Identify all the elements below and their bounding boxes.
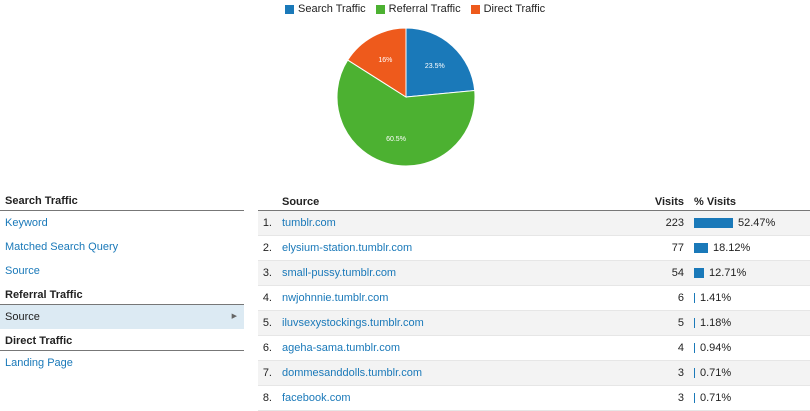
visits-value: 54 — [614, 260, 684, 286]
column-header-visits[interactable]: Visits — [614, 193, 684, 211]
pie-slice-referral[interactable] — [336, 59, 476, 167]
pie-slice-label: 60.5% — [386, 136, 406, 143]
source-link[interactable]: tumblr.com — [282, 217, 336, 229]
pct-visits-cell: 1.41% — [694, 292, 810, 304]
pct-visits-cell: 18.12% — [694, 242, 810, 254]
legend-item-referral: Referral Traffic — [375, 3, 461, 15]
visits-value: 6 — [614, 285, 684, 311]
pct-visits-bar — [694, 318, 695, 328]
referral-source-table: Source Visits % Visits 1. tumblr.com 223 52… — [258, 193, 810, 411]
table-row: 7. dommesanddolls.tumblr.com 3 0.71% — [258, 360, 810, 386]
sidebar-item-keyword[interactable]: Keyword — [5, 217, 48, 229]
source-link[interactable]: iluvsexystockings.tumblr.com — [282, 317, 424, 329]
column-header-pct-visits[interactable]: % Visits — [684, 193, 810, 211]
table-row: 8. facebook.com 3 0.71% — [258, 385, 810, 411]
row-index: 5. — [262, 317, 272, 329]
sidebar-group-title: Referral Traffic — [0, 287, 244, 305]
pct-visits-value: 1.41% — [700, 292, 732, 304]
table-row: 1. tumblr.com 223 52.47% — [258, 210, 810, 236]
visits-value: 223 — [614, 210, 684, 236]
column-header-source[interactable]: Source — [282, 193, 614, 211]
pct-visits-value: 0.71% — [700, 367, 732, 379]
legend-label: Direct Traffic — [483, 3, 546, 15]
pct-visits-value: 0.94% — [700, 342, 732, 354]
legend-label: Search Traffic — [298, 3, 366, 15]
sidebar-item-landing-page[interactable]: Landing Page — [5, 357, 73, 369]
chevron-right-icon: ▶ — [231, 313, 237, 320]
pct-visits-value: 1.18% — [700, 317, 732, 329]
visits-value: 3 — [614, 385, 684, 411]
source-link[interactable]: small-pussy.tumblr.com — [282, 267, 397, 279]
pie-slice-direct[interactable] — [347, 27, 407, 98]
source-link[interactable]: dommesanddolls.tumblr.com — [282, 367, 423, 379]
pct-visits-bar — [694, 368, 695, 378]
pct-visits-bar — [694, 243, 708, 253]
pct-visits-value: 12.71% — [709, 267, 747, 279]
row-index: 8. — [262, 392, 272, 404]
legend-swatch — [375, 4, 385, 14]
pie-slice-label: 16% — [378, 57, 392, 64]
sidebar-group-title: Direct Traffic — [0, 333, 244, 351]
pct-visits-bar — [694, 293, 695, 303]
pct-visits-cell: 0.94% — [694, 342, 810, 354]
pct-visits-bar — [694, 218, 733, 228]
table-header-row: Source Visits % Visits — [258, 193, 810, 211]
pct-visits-value: 0.71% — [700, 392, 732, 404]
legend-swatch — [470, 4, 480, 14]
pct-visits-bar — [694, 393, 695, 403]
pct-visits-cell: 1.18% — [694, 317, 810, 329]
pct-visits-cell: 0.71% — [694, 367, 810, 379]
table-row: 4. nwjohnnie.tumblr.com 6 1.41% — [258, 285, 810, 311]
legend-item-search: Search Traffic — [285, 3, 366, 15]
row-index: 7. — [262, 367, 272, 379]
sidebar-item-matched-search-query[interactable]: Matched Search Query — [5, 241, 119, 253]
legend-swatch — [285, 4, 294, 14]
sidebar-item-search-source[interactable]: Source — [5, 265, 40, 277]
pie-slice-search[interactable] — [405, 27, 476, 98]
sidebar-item-label: Source — [5, 311, 40, 323]
visits-value: 3 — [614, 360, 684, 386]
row-index: 4. — [262, 292, 272, 304]
sidebar-group-title: Search Traffic — [0, 193, 244, 211]
table-row: 6. ageha-sama.tumblr.com 4 0.94% — [258, 335, 810, 361]
pie-slice-label: 23.5% — [425, 63, 445, 70]
source-link[interactable]: nwjohnnie.tumblr.com — [282, 292, 389, 304]
row-index: 1. — [262, 217, 272, 229]
pct-visits-bar — [694, 268, 704, 278]
pct-visits-value: 52.47% — [738, 217, 776, 229]
row-index: 2. — [262, 242, 272, 254]
pct-visits-cell: 0.71% — [694, 392, 810, 404]
table-row: 3. small-pussy.tumblr.com 54 12.71% — [258, 260, 810, 286]
table-row: 2. elysium-station.tumblr.com 77 18.12% — [258, 235, 810, 261]
visits-value: 5 — [614, 310, 684, 336]
legend-item-direct: Direct Traffic — [470, 3, 546, 15]
row-index: 3. — [262, 267, 272, 279]
pct-visits-value: 18.12% — [713, 242, 751, 254]
sidebar: Search Traffic Keyword Matched Search Qu… — [0, 193, 244, 375]
sidebar-item-referral-source[interactable]: Source ▶ — [0, 305, 244, 329]
source-link[interactable]: facebook.com — [282, 392, 351, 404]
visits-value: 77 — [614, 235, 684, 261]
pct-visits-bar — [694, 343, 695, 353]
table-row: 5. iluvsexystockings.tumblr.com 5 1.18% — [258, 310, 810, 336]
source-link[interactable]: ageha-sama.tumblr.com — [282, 342, 400, 354]
pct-visits-cell: 52.47% — [694, 217, 810, 229]
row-index: 6. — [262, 342, 272, 354]
pct-visits-cell: 12.71% — [694, 267, 810, 279]
legend-label: Referral Traffic — [388, 3, 461, 15]
chart-legend: Search Traffic Referral Traffic Direct T… — [285, 2, 545, 16]
visits-value: 4 — [614, 335, 684, 361]
source-link[interactable]: elysium-station.tumblr.com — [282, 242, 413, 254]
traffic-pie-chart[interactable]: 23.5% 60.5% 16% — [336, 27, 476, 167]
